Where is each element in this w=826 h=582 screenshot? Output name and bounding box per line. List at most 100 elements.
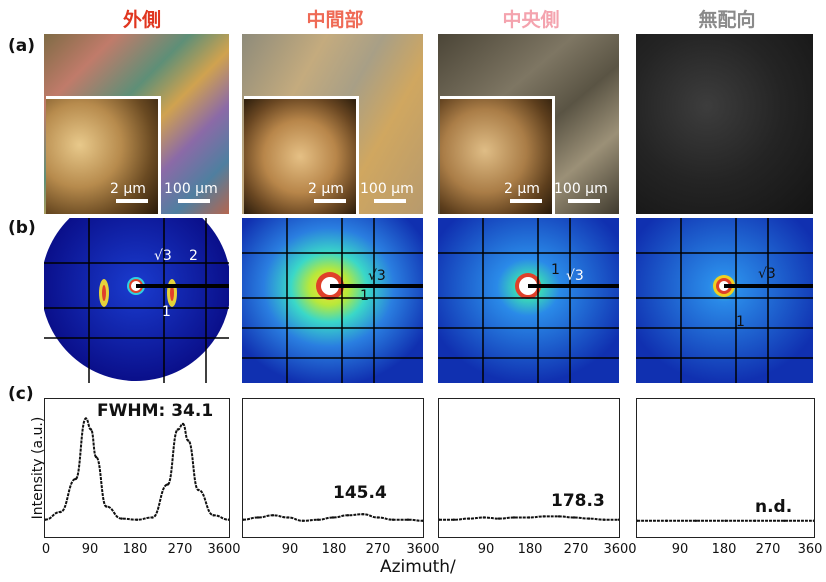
azimuth-curve-unoriented: [635, 519, 816, 522]
azimuth-data-point: [186, 439, 190, 442]
x-tick-label: 3600: [406, 542, 440, 557]
x-tick-label: 270: [563, 542, 589, 557]
azimuth-data-point: [542, 515, 546, 518]
row-label-b: (b): [8, 218, 36, 238]
pom-image-center: 2 μm 100 μm: [438, 34, 619, 214]
azimuth-data-point: [59, 510, 62, 514]
azimuth-data-point: [331, 516, 335, 519]
azimuth-data-point: [301, 519, 305, 522]
plot-annotation-nd: n.d.: [755, 497, 793, 517]
azimuth-data-point: [181, 422, 185, 426]
plot-annotation-145: 145.4: [333, 483, 387, 503]
azimuth-plot-outer: FWHM: 34.1: [43, 398, 231, 538]
x-tick-label: 270: [365, 542, 391, 557]
azimuth-data-point: [286, 516, 290, 519]
azimuth-data-point: [135, 518, 139, 521]
x-tick-label: 90: [281, 542, 299, 557]
x-tick-label: 360: [797, 542, 823, 557]
afm-inset-middle: [244, 96, 359, 214]
scalebar-large: [178, 199, 210, 203]
x-tick-label: 180: [517, 542, 543, 557]
saxs-pattern-center: 1 √3: [438, 218, 619, 383]
saxs-label-sqrt3: √3: [758, 266, 776, 282]
scalebar-small-label: 2 μm: [504, 181, 540, 197]
saxs-pattern-unoriented: √3 1: [636, 218, 813, 383]
scalebar-small: [116, 199, 148, 203]
saxs-label-2: 2: [189, 248, 198, 264]
azimuth-data-point: [105, 505, 108, 508]
azimuth-data-point: [256, 516, 260, 519]
saxs-label-1: 1: [736, 314, 745, 330]
azimuth-data-point: [527, 516, 531, 519]
azimuth-data-point: [497, 517, 501, 520]
saxs-pattern-outer: √3 2 1: [44, 218, 229, 383]
azimuth-data-point: [467, 517, 471, 520]
scalebar-large: [568, 199, 600, 203]
azimuth-plot-middle: 145.4: [241, 398, 425, 538]
azimuth-plot-unoriented: n.d.: [635, 398, 816, 538]
azimuth-data-point: [84, 417, 88, 420]
scalebar-small-label: 2 μm: [308, 181, 344, 197]
pom-image-unoriented: [636, 34, 813, 214]
scalebar-large-label: 100 μm: [164, 181, 218, 197]
azimuth-data-point: [376, 516, 380, 519]
column-title-outer: 外側: [122, 9, 161, 31]
column-title-unoriented: 無配向: [698, 9, 756, 31]
azimuth-data-point: [783, 519, 786, 522]
x-tick-label: 270: [167, 542, 193, 557]
azimuth-data-point: [694, 519, 698, 522]
azimuth-data-point: [74, 477, 77, 481]
afm-inset-outer: [46, 96, 161, 214]
column-title-center: 中央側: [502, 9, 560, 31]
azimuth-data-point: [241, 518, 245, 521]
x-tick-label: 90: [81, 542, 99, 557]
scalebar-large: [374, 199, 406, 203]
row-label-c: (c): [8, 384, 34, 404]
x-tick-label: 0: [41, 542, 51, 557]
azimuth-data-point: [94, 455, 98, 459]
x-tick-label: 3600: [207, 542, 241, 557]
scalebar-small-label: 2 μm: [110, 181, 146, 197]
saxs-label-sqrt3: √3: [368, 268, 386, 284]
x-tick-label: 180: [711, 542, 737, 557]
azimuth-data-point: [120, 517, 123, 520]
saxs-pattern-middle: √3 1: [242, 218, 423, 383]
azimuth-data-point: [482, 516, 486, 519]
azimuth-series-line: [44, 417, 230, 521]
azimuth-data-point: [753, 519, 757, 522]
azimuth-data-point: [602, 518, 606, 521]
x-tick-label: 270: [755, 542, 781, 557]
pom-image-middle: 2 μm 100 μm: [242, 34, 423, 214]
azimuth-data-point: [151, 516, 154, 519]
azimuth-curve-center: [437, 515, 621, 521]
azimuth-data-point: [512, 516, 516, 519]
azimuth-data-point: [557, 515, 561, 518]
scalebar-large-label: 100 μm: [554, 181, 608, 197]
azimuth-data-point: [724, 519, 727, 522]
scalebar-large-label: 100 μm: [360, 181, 414, 197]
saxs-label-sqrt3: √3: [566, 268, 584, 284]
azimuth-data-point: [437, 518, 441, 521]
saxs-label-1: 1: [162, 304, 171, 320]
scalebar-small: [510, 199, 542, 203]
azimuth-data-point: [316, 518, 320, 521]
azimuth-data-point: [391, 518, 395, 521]
x-tick-label: 90: [477, 542, 495, 557]
plot-annotation-fwhm: FWHM: 34.1: [97, 401, 214, 421]
azimuth-curve-outer: [43, 417, 231, 521]
azimuth-data-point: [271, 514, 275, 517]
azimuth-data-point: [166, 483, 169, 486]
azimuth-data-point: [197, 488, 200, 492]
pom-image-outer: 2 μm 100 μm: [44, 34, 229, 214]
azimuth-data-point: [587, 517, 591, 520]
azimuth-data-point: [361, 513, 365, 516]
azimuth-data-point: [635, 519, 639, 522]
azimuth-data-point: [617, 518, 621, 521]
saxs-label-sqrt3: √3: [154, 248, 172, 264]
azimuth-plot-center: 178.3: [437, 398, 621, 538]
azimuth-data-point: [572, 516, 576, 519]
x-tick-label: 90: [671, 542, 689, 557]
column-title-middle: 中間部: [306, 9, 364, 31]
azimuth-data-point: [346, 514, 350, 517]
azimuth-data-point: [43, 518, 47, 521]
